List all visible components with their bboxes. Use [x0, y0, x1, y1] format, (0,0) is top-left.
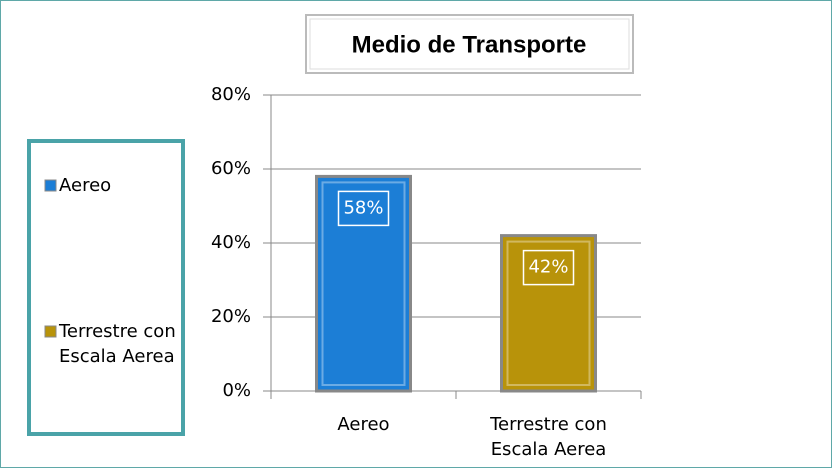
legend-marker: [44, 179, 57, 192]
value-label: 42%: [528, 257, 568, 278]
bar: [315, 174, 412, 393]
value-label-box: [522, 249, 575, 286]
x-tick-label: Aereo: [337, 414, 390, 435]
y-tick-label: 80%: [211, 84, 251, 105]
value-label: 58%: [343, 197, 383, 218]
y-tick-label: 20%: [211, 306, 251, 327]
legend-marker: [44, 325, 57, 338]
title-box-inner: [309, 18, 630, 70]
title-box: [305, 14, 634, 74]
legend-label: Aereo: [59, 175, 112, 196]
y-tick-label: 40%: [211, 232, 251, 253]
x-tick-label: Terrestre con Escala Aerea: [490, 414, 607, 460]
bar: [500, 234, 597, 393]
legend-box: [27, 139, 185, 436]
y-tick-label: 0%: [222, 380, 251, 401]
bar-bevel: [506, 240, 591, 386]
y-tick-label: 60%: [211, 158, 251, 179]
chart-title: Medio de Transporte: [352, 31, 587, 58]
value-label-box: [337, 190, 390, 227]
legend-label: Terrestre con Escala Aerea: [59, 321, 176, 367]
bar-bevel: [321, 181, 406, 386]
